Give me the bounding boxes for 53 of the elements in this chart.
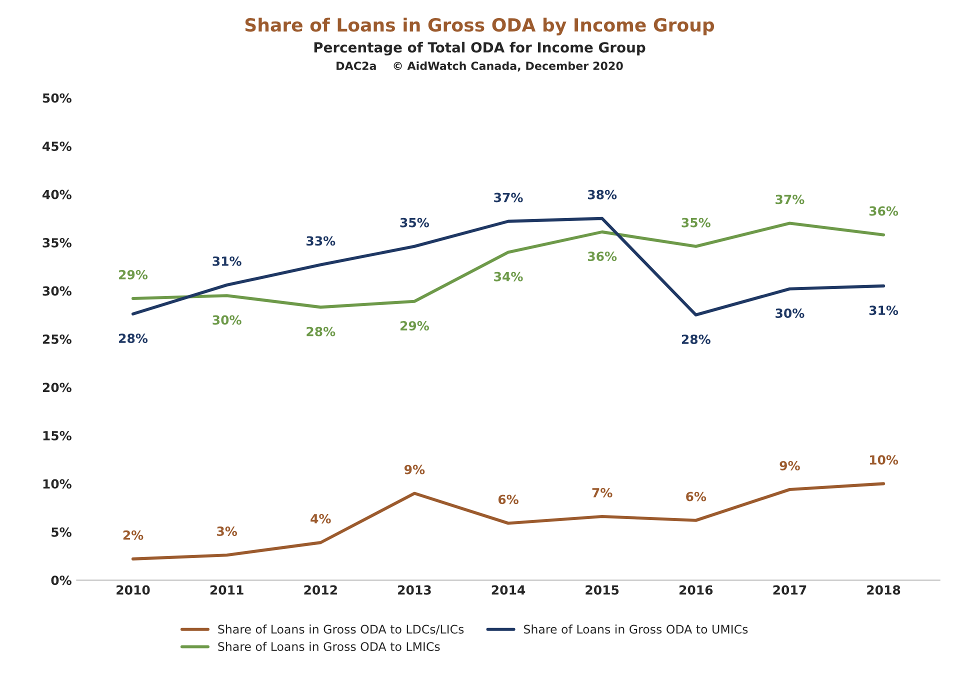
y-tick-label: 30% bbox=[42, 286, 72, 296]
data-label: 33% bbox=[306, 236, 336, 246]
chart-subtitle: Percentage of Total ODA for Income Group bbox=[314, 42, 646, 56]
data-label: 30% bbox=[776, 308, 804, 318]
x-tick-label: 2016 bbox=[679, 585, 713, 595]
y-tick-label: 15% bbox=[43, 430, 72, 440]
y-tick-label: 40% bbox=[42, 190, 72, 200]
data-label: 36% bbox=[588, 252, 617, 262]
y-tick-label: 0% bbox=[51, 576, 72, 586]
data-label: 35% bbox=[682, 218, 710, 228]
chart-title: Share of Loans in Gross ODA by Income Group bbox=[245, 18, 714, 36]
x-tick-label: 2018 bbox=[867, 585, 900, 595]
y-tick-label: 10% bbox=[43, 479, 72, 489]
data-label: 38% bbox=[588, 190, 617, 200]
y-tick-label: 50% bbox=[42, 93, 72, 103]
x-tick-label: 2012 bbox=[304, 585, 337, 595]
y-tick-label: 5% bbox=[52, 527, 72, 537]
data-label: 34% bbox=[494, 272, 523, 282]
x-tick-label: 2015 bbox=[586, 585, 619, 595]
data-label: 29% bbox=[400, 321, 430, 331]
data-label: 3% bbox=[217, 526, 238, 536]
data-label: 28% bbox=[306, 326, 336, 336]
data-label: 28% bbox=[119, 334, 148, 344]
x-tick-label: 2017 bbox=[773, 585, 806, 595]
data-label: 29% bbox=[119, 270, 148, 280]
data-label: 4% bbox=[310, 514, 331, 524]
data-label: 6% bbox=[686, 492, 706, 502]
legend-label: Share of Loans in Gross ODA to UMICs bbox=[524, 624, 748, 634]
data-label: 10% bbox=[870, 455, 898, 465]
y-tick-label: 20% bbox=[42, 382, 72, 392]
data-label: 37% bbox=[776, 194, 804, 204]
x-tick-label: 2013 bbox=[398, 585, 431, 595]
data-label: 7% bbox=[592, 488, 612, 498]
y-tick-label: 35% bbox=[42, 238, 72, 248]
y-tick-label: 45% bbox=[42, 142, 72, 152]
x-tick-label: 2011 bbox=[210, 585, 244, 595]
text: DAC2a © AidWatch Canada, December 2020 bbox=[336, 61, 623, 72]
x-tick-label: 2014 bbox=[492, 585, 526, 595]
data-label: 31% bbox=[212, 256, 242, 266]
y-tick-label: 25% bbox=[42, 334, 72, 344]
legend-label: Share of Loans in Gross ODA to LMICs bbox=[218, 642, 440, 652]
data-label: 6% bbox=[498, 494, 518, 504]
data-label: 37% bbox=[494, 192, 523, 202]
data-label: 9% bbox=[780, 460, 800, 470]
data-label: 35% bbox=[400, 218, 430, 228]
data-label: 2% bbox=[123, 530, 144, 540]
data-label: 31% bbox=[869, 306, 898, 316]
data-label: 28% bbox=[682, 334, 710, 344]
data-label: 36% bbox=[869, 206, 898, 216]
data-label: 30% bbox=[212, 315, 242, 325]
data-label: 9% bbox=[404, 464, 425, 474]
x-tick-label: 2010 bbox=[116, 585, 150, 595]
legend-label: Share of Loans in Gross ODA to LDCs/LICs bbox=[218, 624, 464, 635]
